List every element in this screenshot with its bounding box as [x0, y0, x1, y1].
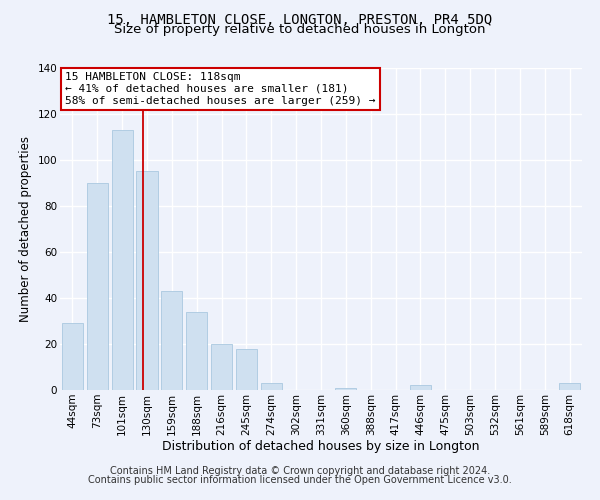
- Bar: [410, 386, 431, 390]
- Bar: [236, 348, 257, 390]
- Text: 15 HAMBLETON CLOSE: 118sqm
← 41% of detached houses are smaller (181)
58% of sem: 15 HAMBLETON CLOSE: 118sqm ← 41% of deta…: [65, 72, 376, 106]
- Text: Contains HM Land Registry data © Crown copyright and database right 2024.: Contains HM Land Registry data © Crown c…: [110, 466, 490, 476]
- Bar: [62, 323, 83, 390]
- Text: Contains public sector information licensed under the Open Government Licence v3: Contains public sector information licen…: [88, 475, 512, 485]
- Bar: [87, 182, 108, 390]
- Bar: [186, 312, 207, 390]
- X-axis label: Distribution of detached houses by size in Longton: Distribution of detached houses by size …: [162, 440, 480, 454]
- Bar: [211, 344, 232, 390]
- Bar: [112, 130, 133, 390]
- Text: Size of property relative to detached houses in Longton: Size of property relative to detached ho…: [114, 24, 486, 36]
- Bar: [161, 291, 182, 390]
- Bar: [136, 171, 158, 390]
- Text: 15, HAMBLETON CLOSE, LONGTON, PRESTON, PR4 5DQ: 15, HAMBLETON CLOSE, LONGTON, PRESTON, P…: [107, 12, 493, 26]
- Bar: [335, 388, 356, 390]
- Bar: [261, 383, 282, 390]
- Bar: [559, 383, 580, 390]
- Y-axis label: Number of detached properties: Number of detached properties: [19, 136, 32, 322]
